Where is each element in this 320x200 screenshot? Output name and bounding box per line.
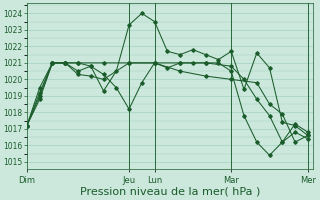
X-axis label: Pression niveau de la mer( hPa ): Pression niveau de la mer( hPa )	[80, 187, 260, 197]
